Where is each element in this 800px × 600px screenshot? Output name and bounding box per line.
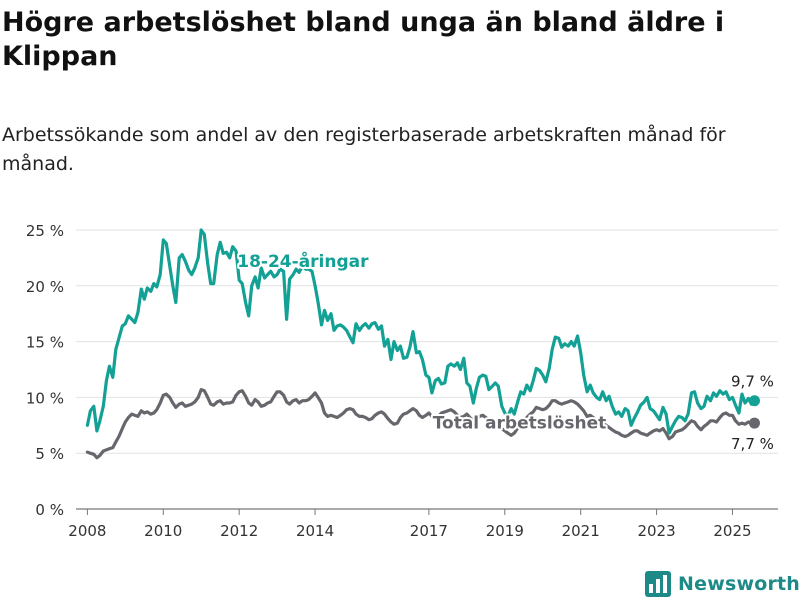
series-labels: 18-24-åringar Total arbetslöshet 9,7 % 7,7 … (235, 248, 774, 453)
series-end-marker (748, 395, 760, 407)
newsworthy-logo: Newsworthy (645, 569, 800, 599)
axes: 0 % 5 % 10 % 15 % 20 % 25 % 2008 2010 2012 2014 20… (26, 222, 752, 540)
brand-name: Newsworthy (678, 573, 800, 595)
x-tick-label: 2017 (410, 522, 448, 540)
x-tick-label: 2014 (296, 522, 334, 540)
series-line (85, 228, 757, 435)
grid-lines (76, 229, 778, 510)
x-tick-label: 2010 (144, 522, 182, 540)
chart-bars-icon (645, 571, 671, 597)
x-tick-label: 2023 (637, 522, 675, 540)
y-tick-label: 20 % (26, 278, 64, 296)
series-line (85, 388, 757, 460)
end-value-label-youth: 9,7 % (731, 373, 774, 391)
series-label-youth: 18-24-åringar (237, 250, 369, 272)
series-label-total: Total arbetslöshet (433, 414, 607, 434)
series-end-marker (748, 417, 760, 429)
y-tick-label: 15 % (26, 334, 64, 352)
y-tick-label: 10 % (26, 389, 64, 407)
end-value-label-total: 7,7 % (731, 435, 774, 453)
y-tick-label: 25 % (26, 222, 64, 240)
x-tick-label: 2025 (713, 522, 751, 540)
series-lines (85, 228, 760, 460)
x-tick-label: 2008 (68, 522, 106, 540)
y-tick-label: 0 % (35, 501, 64, 519)
x-tick-label: 2019 (486, 522, 524, 540)
page-subtitle: Arbetssökande som andel av den registerb… (2, 124, 726, 175)
page-title: Högre arbetslöshet bland unga än bland ä… (2, 7, 725, 72)
x-tick-label: 2012 (220, 522, 258, 540)
x-tick-label: 2021 (562, 522, 600, 540)
y-tick-label: 5 % (35, 445, 64, 463)
